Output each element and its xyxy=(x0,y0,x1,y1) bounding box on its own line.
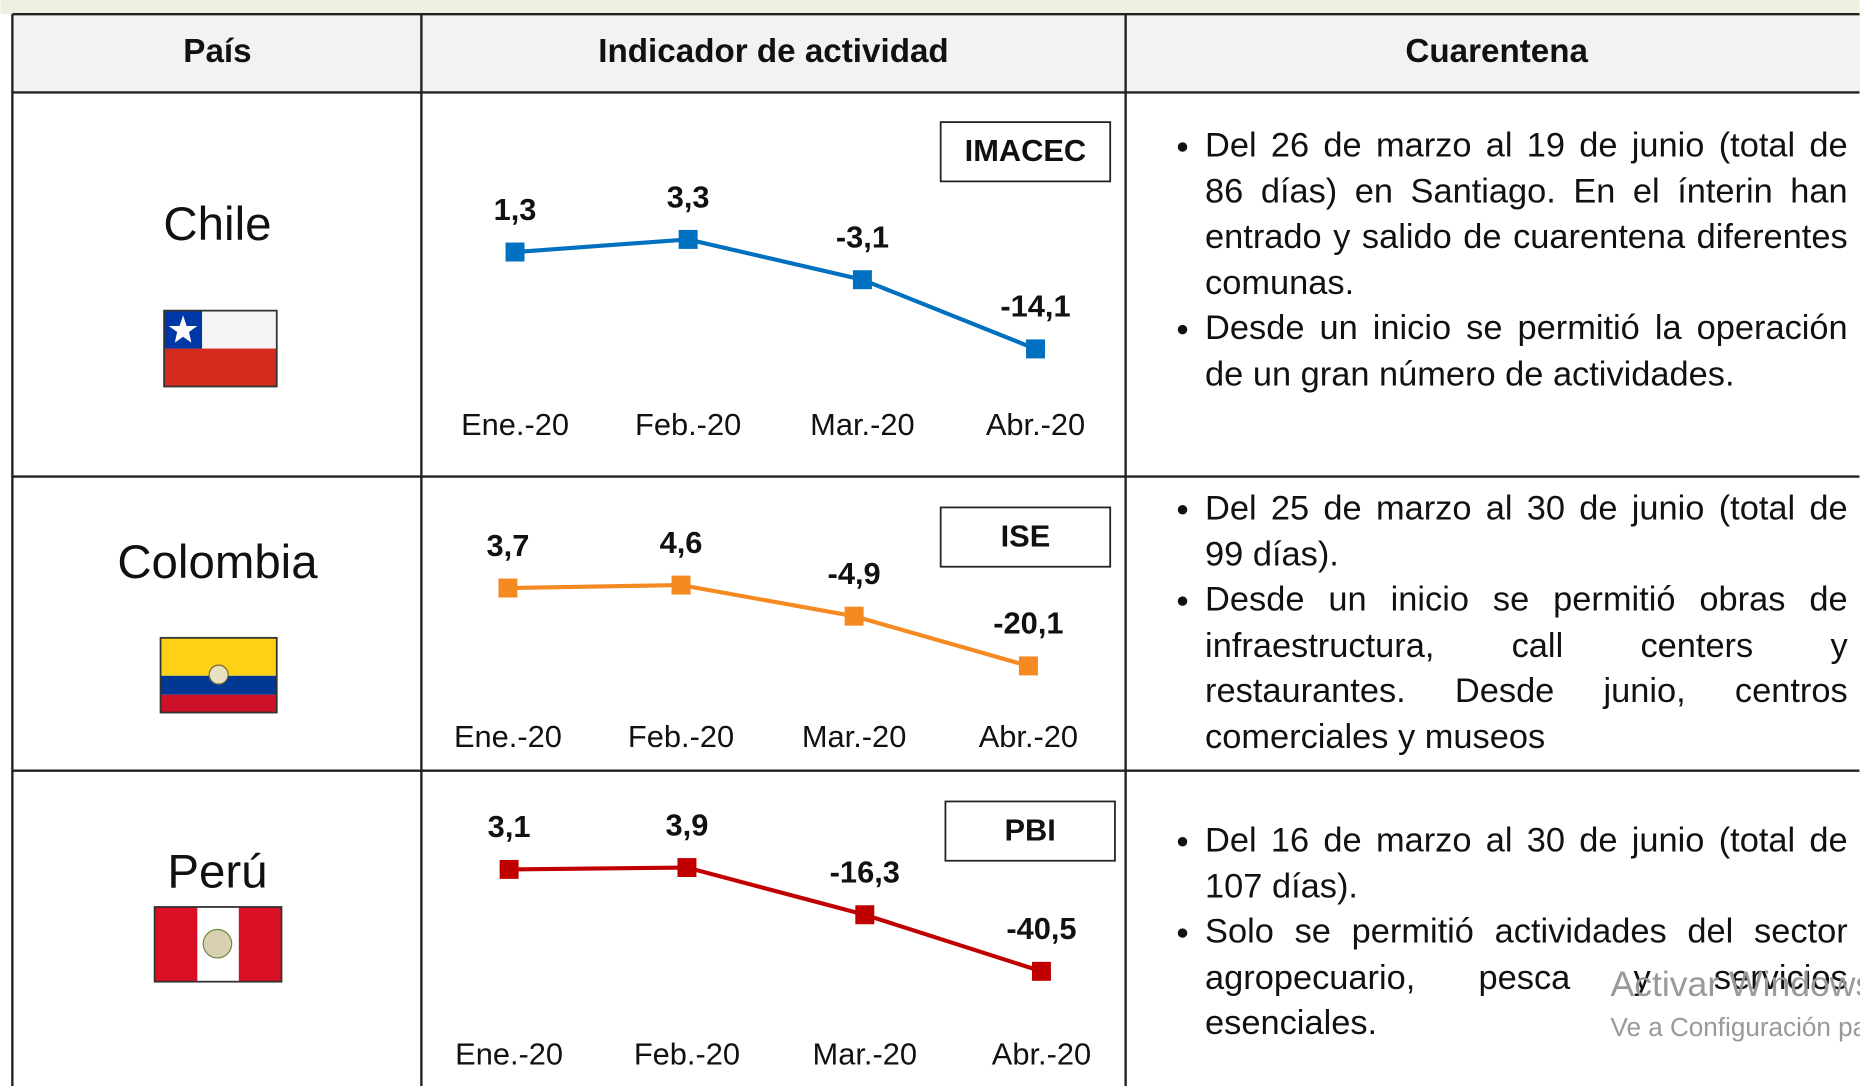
data-point xyxy=(844,606,864,626)
value-label: -4,9 xyxy=(828,556,881,591)
category-label: Abr.-20 xyxy=(992,1037,1091,1072)
indicator-label: PBI xyxy=(1004,812,1055,847)
bullet: Desde un inicio se permitió obras de inf… xyxy=(1205,578,1848,761)
header-row xyxy=(12,14,1860,93)
data-point xyxy=(1026,339,1046,359)
value-label: 3,7 xyxy=(487,528,530,563)
data-point xyxy=(505,242,525,262)
category-label: Ene.-20 xyxy=(455,1037,563,1072)
data-point xyxy=(499,859,519,879)
bullet: Del 16 de marzo al 30 de junio (total de… xyxy=(1205,818,1848,910)
value-label: 3,3 xyxy=(667,179,710,214)
top-band xyxy=(0,0,1860,15)
data-point xyxy=(677,858,697,878)
bullet: Solo se permitió actividades del sector … xyxy=(1205,910,1848,1047)
data-point xyxy=(678,229,698,249)
quarantine-text: Del 26 de marzo al 19 de junio (total de… xyxy=(1136,123,1848,398)
country-name: Colombia xyxy=(117,536,318,589)
category-label: Ene.-20 xyxy=(461,407,569,442)
category-label: Mar.-20 xyxy=(810,407,914,442)
category-label: Feb.-20 xyxy=(635,407,741,442)
data-point xyxy=(1018,656,1038,676)
watermark-subtitle: Ve a Configuración para activar Windows. xyxy=(1611,1012,1860,1042)
indicator-label: ISE xyxy=(1001,518,1051,553)
value-label: -20,1 xyxy=(993,606,1063,641)
header-cell: Indicador de actividad xyxy=(598,33,948,70)
grid xyxy=(11,13,1860,1086)
country-name: Chile xyxy=(163,198,271,251)
flag-colombia xyxy=(159,636,278,714)
category-label: Ene.-20 xyxy=(454,719,562,754)
value-label: 3,1 xyxy=(488,809,531,844)
flag-chile xyxy=(163,309,278,388)
data-point xyxy=(498,578,518,598)
indicator-box xyxy=(939,121,1112,183)
data-point xyxy=(671,575,691,595)
header-cell: Cuarentena xyxy=(1405,33,1588,70)
indicator-box xyxy=(944,800,1116,862)
quarantine-cell: Del 16 de marzo al 30 de junio (total de… xyxy=(1136,818,1847,1086)
indicator-label: IMACEC xyxy=(965,133,1087,168)
bullet-list: Del 26 de marzo al 19 de junio (total de… xyxy=(1136,123,1848,398)
bullet: Del 26 de marzo al 19 de junio (total de… xyxy=(1205,123,1848,306)
value-label: -40,5 xyxy=(1006,911,1076,946)
value-label: -3,1 xyxy=(836,220,889,255)
category-label: Mar.-20 xyxy=(802,719,906,754)
bullet: Del 25 de marzo al 30 de junio (total de… xyxy=(1205,486,1848,578)
series-line xyxy=(514,237,1037,351)
data-point xyxy=(855,905,875,925)
value-label: 4,6 xyxy=(660,525,703,560)
country-name: Perú xyxy=(167,845,267,898)
value-label: -14,1 xyxy=(1000,289,1070,324)
quarantine-cell: Del 26 de marzo al 19 de junio (total de… xyxy=(1136,123,1847,408)
bullet-list: Del 16 de marzo al 30 de junio (total de… xyxy=(1136,818,1848,1047)
category-label: Feb.-20 xyxy=(634,1037,740,1072)
flag-peru xyxy=(153,906,283,983)
quarantine-text: Del 25 de marzo al 30 de junio (total de… xyxy=(1136,486,1848,761)
bullet: Desde un inicio se permitió la operación… xyxy=(1205,306,1848,398)
category-label: Mar.-20 xyxy=(813,1037,917,1072)
quarantine-cell: Del 25 de marzo al 30 de junio (total de… xyxy=(1136,486,1847,771)
value-label: -16,3 xyxy=(830,855,900,890)
category-label: Feb.-20 xyxy=(628,719,734,754)
quarantine-text: Del 16 de marzo al 30 de junio (total de… xyxy=(1136,818,1848,1047)
data-point xyxy=(1031,961,1051,981)
header-cell: País xyxy=(183,33,251,70)
value-label: 1,3 xyxy=(494,192,537,227)
category-label: Abr.-20 xyxy=(979,719,1078,754)
bullet-list: Del 25 de marzo al 30 de junio (total de… xyxy=(1136,486,1848,761)
watermark-title: Activar Windows xyxy=(1611,964,1860,1004)
category-label: Abr.-20 xyxy=(986,407,1085,442)
value-label: 3,9 xyxy=(666,807,709,842)
data-point xyxy=(852,270,872,290)
indicator-box xyxy=(939,506,1112,568)
series-line xyxy=(507,583,1029,668)
series-line xyxy=(509,865,1043,974)
